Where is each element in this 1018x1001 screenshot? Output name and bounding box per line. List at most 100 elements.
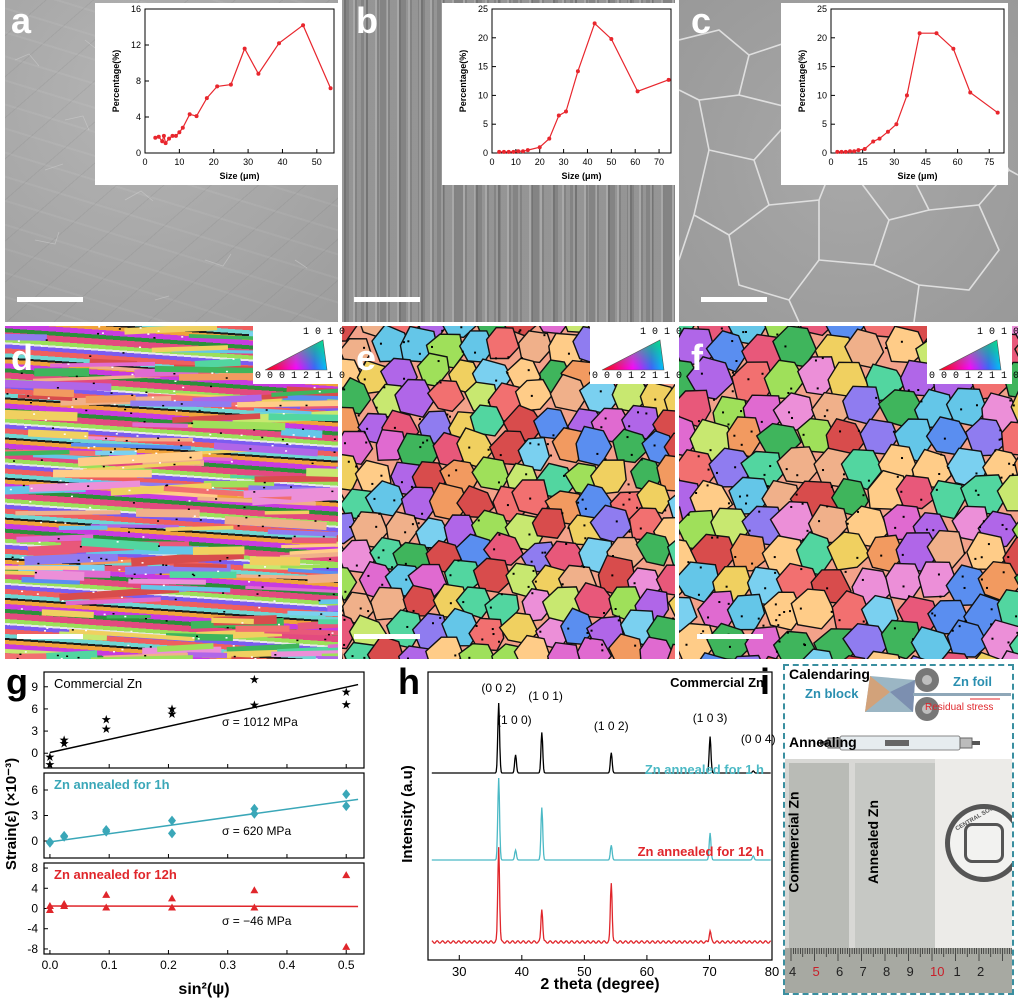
unindexed-pixel	[844, 570, 847, 573]
unindexed-pixel	[603, 612, 606, 615]
data-point	[160, 139, 165, 144]
data-point	[862, 146, 867, 151]
unindexed-pixel	[319, 628, 322, 630]
unindexed-pixel	[209, 433, 212, 436]
unindexed-pixel	[24, 651, 27, 653]
unindexed-pixel	[101, 332, 104, 334]
elongated-grain	[81, 537, 160, 552]
unindexed-pixel	[211, 486, 214, 489]
subplot-frame	[43, 671, 365, 769]
grain	[426, 379, 466, 413]
data-point	[153, 135, 158, 140]
unindexed-pixel	[920, 400, 923, 403]
unindexed-pixel	[46, 627, 49, 629]
y-tick-label: -4	[27, 922, 38, 936]
y-tick-label: 25	[478, 4, 488, 14]
unindexed-pixel	[162, 404, 165, 407]
unindexed-pixel	[601, 643, 604, 646]
unindexed-pixel	[250, 656, 253, 658]
elongated-grain	[53, 469, 152, 478]
unindexed-pixel	[225, 637, 228, 639]
fit-line	[49, 905, 359, 908]
unindexed-pixel	[746, 494, 749, 497]
trace-label: Zn annealed for 12 h	[638, 844, 764, 859]
unindexed-pixel	[333, 451, 336, 453]
unindexed-pixel	[109, 451, 112, 454]
unindexed-pixel	[225, 370, 228, 373]
ruler-number: 4	[789, 964, 797, 979]
ebsd-map-f: f	[679, 326, 1018, 659]
grain	[790, 588, 837, 630]
unindexed-pixel	[193, 515, 196, 517]
unindexed-pixel	[13, 460, 16, 462]
peak-label: (1 0 2)	[594, 719, 629, 733]
unindexed-pixel	[788, 610, 791, 613]
grain	[729, 533, 768, 572]
unindexed-pixel	[707, 616, 710, 619]
x-tick-label: 80	[765, 964, 779, 979]
unindexed-pixel	[460, 326, 463, 329]
unindexed-pixel	[313, 386, 316, 389]
unindexed-pixel	[773, 556, 776, 559]
unindexed-pixel	[611, 574, 614, 577]
ruler-numbers: 4 5 6 7 8 9 10 1 2	[785, 964, 1012, 984]
unindexed-pixel	[116, 541, 119, 543]
unindexed-pixel	[113, 651, 116, 653]
data-point	[839, 149, 844, 154]
schematic-photo-panel: Calendaring Zn block Zn foil Residual st…	[783, 664, 1014, 995]
unindexed-pixel	[279, 404, 282, 407]
unindexed-pixel	[43, 625, 46, 627]
unindexed-pixel	[64, 522, 67, 524]
y-tick-label: 5	[483, 119, 488, 129]
unindexed-pixel	[518, 330, 521, 333]
data-point-triangle	[60, 901, 69, 909]
unindexed-pixel	[281, 438, 284, 441]
unindexed-pixel	[544, 551, 547, 554]
unindexed-pixel	[382, 549, 385, 552]
unindexed-pixel	[702, 630, 705, 633]
unindexed-pixel	[210, 385, 213, 388]
unindexed-pixel	[821, 357, 824, 360]
series-label: Zn annealed for 1h	[54, 777, 170, 792]
unindexed-pixel	[814, 359, 817, 362]
stress-value: σ = 620 MPa	[222, 824, 291, 838]
unindexed-pixel	[777, 624, 780, 627]
unindexed-pixel	[731, 390, 734, 393]
unindexed-pixel	[193, 574, 196, 577]
data-point	[228, 82, 233, 87]
unindexed-pixel	[546, 443, 549, 446]
unindexed-pixel	[20, 372, 23, 375]
unindexed-pixel	[324, 638, 327, 641]
unindexed-pixel	[617, 619, 620, 622]
unindexed-pixel	[120, 559, 123, 562]
unindexed-pixel	[653, 444, 656, 447]
stress-value: σ = 1012 MPa	[222, 715, 298, 729]
unindexed-pixel	[987, 543, 990, 546]
elongated-grain	[291, 537, 338, 544]
ipf-label-top: 1 0 1 0	[303, 327, 346, 338]
unindexed-pixel	[90, 479, 93, 481]
unindexed-pixel	[431, 622, 434, 625]
unindexed-pixel	[21, 556, 24, 559]
elongated-grain	[264, 510, 310, 515]
unindexed-pixel	[534, 580, 537, 583]
unindexed-pixel	[994, 449, 997, 452]
unindexed-pixel	[489, 606, 492, 609]
unindexed-pixel	[381, 583, 384, 586]
unindexed-pixel	[628, 491, 631, 494]
size-distribution-line	[837, 32, 999, 153]
data-point	[995, 110, 1000, 115]
data-point	[277, 41, 282, 46]
unindexed-pixel	[960, 408, 963, 411]
unindexed-pixel	[760, 420, 763, 423]
unindexed-pixel	[525, 473, 528, 476]
unindexed-pixel	[67, 363, 70, 365]
unindexed-pixel	[500, 593, 503, 596]
unindexed-pixel	[932, 529, 935, 532]
unindexed-pixel	[727, 423, 730, 426]
unindexed-pixel	[378, 512, 381, 515]
y-tick-label: 6	[31, 702, 38, 716]
unindexed-pixel	[144, 617, 147, 620]
unindexed-pixel	[931, 612, 934, 615]
unindexed-pixel	[497, 481, 500, 484]
